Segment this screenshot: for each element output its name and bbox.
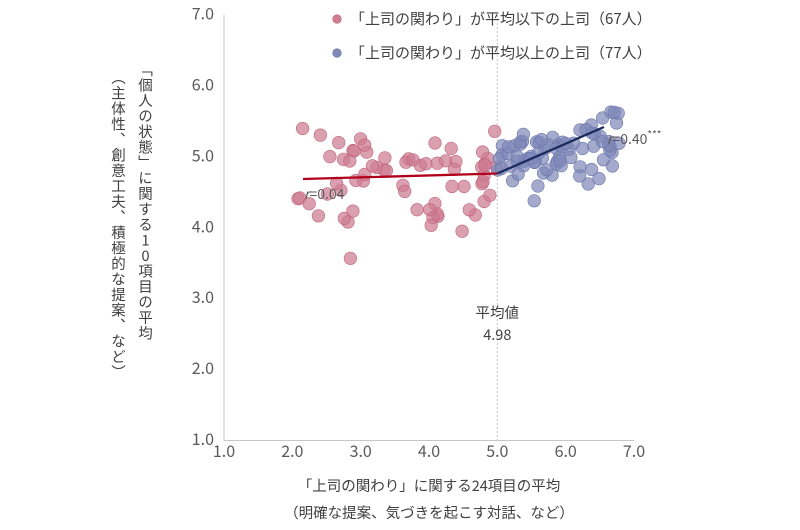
svg-text:r=0.04: r=0.04	[304, 184, 345, 204]
svg-text:4.0: 4.0	[418, 438, 440, 462]
svg-text:3.0: 3.0	[192, 284, 214, 308]
svg-text:3.0: 3.0	[350, 438, 372, 462]
svg-text:4.98: 4.98	[483, 324, 511, 345]
svg-text:1.0: 1.0	[213, 438, 235, 462]
svg-text:「上司の関わり」に関する24項目の平均: 「上司の関わり」に関する24項目の平均	[298, 475, 561, 496]
svg-text:r=0.40***: r=0.40***	[607, 126, 661, 149]
svg-text:平均値: 平均値	[476, 302, 520, 323]
svg-text:2.0: 2.0	[281, 438, 303, 462]
svg-text:7.0: 7.0	[192, 1, 214, 25]
svg-text:「上司の関わり」が平均以下の上司（67人）: 「上司の関わり」が平均以下の上司（67人）	[350, 8, 652, 29]
svg-text:（明確な提案、気づきを起こす対話、など）: （明確な提案、気づきを起こす対話、など）	[284, 502, 574, 523]
svg-text:4.0: 4.0	[192, 213, 214, 237]
svg-text:2.0: 2.0	[192, 355, 214, 379]
svg-text:5.0: 5.0	[486, 438, 508, 462]
svg-text:5.0: 5.0	[192, 142, 214, 166]
svg-text:6.0: 6.0	[192, 71, 214, 95]
svg-text:6.0: 6.0	[555, 438, 577, 462]
svg-text:7.0: 7.0	[623, 438, 645, 462]
svg-text:1.0: 1.0	[192, 426, 214, 450]
svg-text:「上司の関わり」が平均以上の上司（77人）: 「上司の関わり」が平均以上の上司（77人）	[350, 42, 652, 63]
